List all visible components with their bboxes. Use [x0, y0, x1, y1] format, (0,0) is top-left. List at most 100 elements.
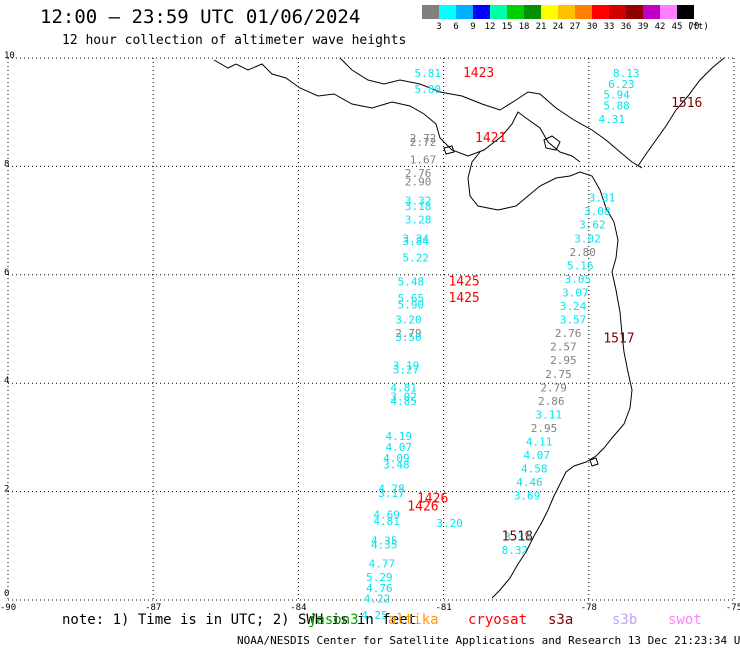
wave-height-value: 4.69: [373, 509, 400, 522]
legend-swatch: [541, 5, 558, 19]
pearl-islands: [543, 135, 561, 151]
pass-time-label: 1518: [502, 529, 533, 544]
wave-height-value: 2.86: [538, 395, 565, 408]
wave-height-value: 2.72: [410, 136, 437, 149]
wave-height-value: 3.02: [574, 232, 601, 245]
wave-height-value: 2.76: [555, 327, 582, 340]
lat-tick-label: 2: [4, 485, 9, 495]
axis-tick-labels: -90 -87 -84 -81 -78 -75 0 2 4 6 8 10: [0, 51, 740, 613]
legend-tick-label: 21: [535, 22, 547, 32]
lat-tick-label: 0: [4, 589, 9, 599]
wave-height-value: 3.20: [395, 314, 422, 327]
legend-swatch: [422, 5, 439, 19]
wave-height-value: 3.07: [562, 286, 589, 299]
wave-height-value: 2.80: [569, 246, 596, 259]
wave-height-value: 3.11: [536, 408, 563, 421]
wave-height-value: 2.90: [405, 175, 432, 188]
legend-swatch: [643, 5, 660, 19]
wave-height-value: 4.31: [598, 113, 625, 126]
wave-height-value: 4.78: [378, 483, 405, 496]
wave-height-value: 2.79: [540, 381, 567, 394]
wave-height-value: 5.80: [415, 83, 442, 96]
wave-height-value: 4.81: [390, 381, 417, 394]
wave-height-value: 4.58: [521, 463, 548, 476]
wave-height-value: 4.81: [373, 515, 400, 528]
pass-time-label: 1426: [407, 500, 438, 515]
lon-tick-label: -90: [0, 603, 16, 613]
wave-height-value: 3.24: [560, 300, 587, 313]
caribbean-coast: [339, 57, 643, 169]
legend-swatch: [456, 5, 473, 19]
lat-tick-label: 6: [4, 268, 9, 278]
wave-height-value: 3.08: [584, 205, 611, 218]
pass-time-label: 1423: [463, 66, 494, 81]
legend-swatch: [507, 5, 524, 19]
wave-height-value: 8.32: [502, 544, 529, 557]
wave-height-value: 5.90: [398, 298, 425, 311]
legend-swatch: [592, 5, 609, 19]
legend-swatch: [439, 5, 456, 19]
wave-height-value: 2.95: [531, 422, 558, 435]
wave-height-value: 4.09: [383, 452, 410, 465]
wave-height-value: 4.85: [390, 395, 417, 408]
satellite-altika: altika: [388, 612, 439, 628]
legend-swatch: [524, 5, 541, 19]
wave-height-value: 5.48: [398, 276, 425, 289]
legend-tick-label: 6: [453, 22, 459, 32]
wave-height-value: 4.35: [371, 539, 398, 552]
wave-height-value: 5.94: [603, 89, 630, 102]
units-note: note: 1) Time is in UTC; 2) SWH is in fe…: [62, 612, 417, 628]
wave-height-value: 4.19: [386, 430, 413, 443]
pass-time-label: 1517: [603, 332, 634, 347]
wave-height-value: 3.69: [514, 490, 541, 503]
wave-height-value: 3.31: [589, 192, 616, 205]
wave-height-value: 5.29: [366, 571, 393, 584]
legend-tick-label: 15: [501, 22, 513, 32]
lat-tick-label: 10: [4, 51, 15, 61]
wave-height-value: 3.18: [405, 200, 432, 213]
pass-time-label: 1516: [671, 96, 702, 111]
legend-tick-label: 36: [620, 22, 632, 32]
legend-swatch: [558, 5, 575, 19]
wave-height-value: 4.25: [361, 609, 388, 622]
wave-height-value: 3.27: [393, 363, 420, 376]
wave-height-value: 4.11: [526, 436, 553, 449]
wave-height-value: 4.22: [364, 593, 391, 606]
wave-height-value: 3.34: [402, 232, 429, 245]
wave-height-value: 3.48: [383, 458, 410, 471]
wave-height-value: 5.65: [398, 292, 425, 305]
legend-swatch: [473, 5, 490, 19]
gorgona-island: [589, 457, 599, 467]
wave-height-value: 3.20: [436, 517, 463, 530]
wave-height-value: 3.19: [393, 360, 420, 373]
pass-time-label: 1421: [475, 131, 506, 146]
legend-swatch: [677, 5, 694, 19]
wave-height-value: 3.32: [405, 194, 432, 207]
wave-height-value: 3.35: [504, 530, 530, 543]
wave-height-value: 4.77: [369, 557, 396, 570]
satellite-swot: swot: [668, 612, 702, 628]
legend-tick-label: 70: [688, 22, 700, 32]
legend-tick-label: 12: [484, 22, 496, 32]
satellite-s3b: s3b: [612, 612, 638, 628]
wave-height-value: 5.88: [603, 99, 630, 112]
wave-height-value: 2.57: [550, 341, 577, 354]
legend-swatch: [575, 5, 592, 19]
satellite-cryosat: cryosat: [468, 612, 528, 628]
wave-height-value: 3.62: [579, 219, 606, 232]
lon-tick-label: -87: [145, 603, 161, 613]
colombia-north-coast: [637, 57, 725, 167]
coastline: [213, 57, 725, 599]
lon-tick-label: -78: [581, 603, 597, 613]
legend-swatch: [609, 5, 626, 19]
legend-tick-label: 45: [671, 22, 683, 32]
central-america-coast: [213, 59, 581, 163]
wave-height-value: 3.05: [565, 273, 592, 286]
legend-tick-label: 24: [552, 22, 564, 32]
wave-height-value: 3.28: [405, 213, 432, 226]
legend-swatch: [626, 5, 643, 19]
legend-unit: (ft): [687, 22, 709, 32]
lat-lon-grid: [7, 57, 735, 601]
